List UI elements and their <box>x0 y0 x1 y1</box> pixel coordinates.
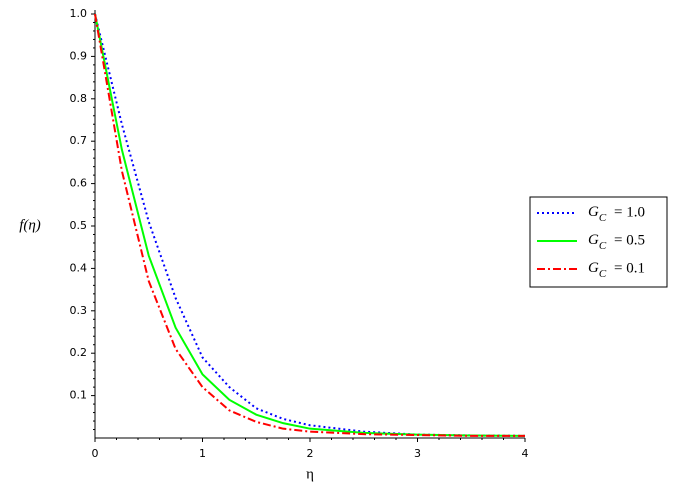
legend-label: = 0.1 <box>614 260 645 276</box>
legend-symbol-base: G <box>588 232 599 248</box>
y-tick-label: 0.9 <box>70 49 88 62</box>
series-line <box>94 13 525 437</box>
x-tick-label: 1 <box>199 447 206 460</box>
x-tick-label: 2 <box>307 447 314 460</box>
y-tick-label: 0.2 <box>70 346 88 359</box>
legend-symbol-sub: C <box>599 240 607 252</box>
legend-label: = 0.5 <box>614 232 645 248</box>
legend-symbol: GC <box>588 232 607 251</box>
legend-symbol: GC <box>588 204 607 223</box>
legend-symbol-sub: C <box>599 268 607 280</box>
y-tick-label: 0.1 <box>70 389 88 402</box>
legend-symbol-sub: C <box>599 212 607 224</box>
series-line <box>94 13 526 437</box>
y-tick-label: 1.0 <box>70 7 88 20</box>
legend-symbol: GC <box>588 260 607 279</box>
y-tick-label: 0.4 <box>70 261 88 274</box>
y-tick-label: 0.8 <box>70 92 88 105</box>
series-line <box>94 13 526 437</box>
y-tick-label: 0.6 <box>70 177 88 190</box>
x-tick-label: 3 <box>414 447 421 460</box>
x-axis-label: η <box>306 466 314 482</box>
legend-symbol-base: G <box>588 260 599 276</box>
y-tick-label: 0.5 <box>70 219 88 232</box>
legend-label: = 1.0 <box>614 204 645 220</box>
y-axis-label: f(η) <box>19 217 41 233</box>
x-tick-label: 4 <box>522 447 529 460</box>
legend-symbol-base: G <box>588 204 599 220</box>
x-tick-label: 0 <box>92 447 99 460</box>
y-tick-label: 0.3 <box>70 304 88 317</box>
y-tick-label: 0.7 <box>70 134 88 147</box>
